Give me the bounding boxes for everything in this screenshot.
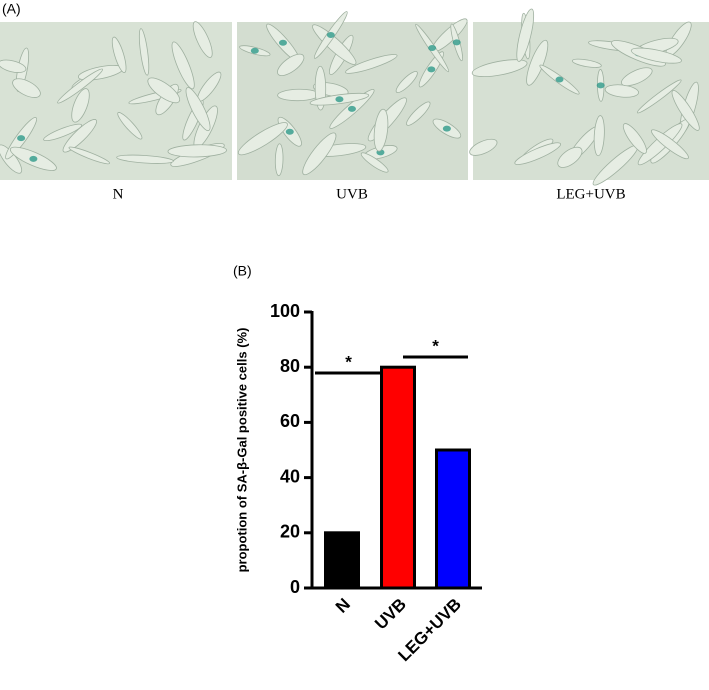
stain — [428, 44, 437, 51]
stain — [596, 82, 605, 89]
stain — [452, 39, 461, 46]
stain — [326, 31, 335, 38]
stain — [285, 128, 294, 135]
panel-label: (B) — [233, 263, 252, 279]
stain — [335, 96, 344, 103]
x-tick-label: N — [332, 595, 354, 617]
panel-label: (A) — [2, 1, 21, 17]
cell — [43, 123, 83, 142]
y-tick-label: 20 — [280, 522, 300, 542]
y-tick-label: 40 — [280, 466, 300, 486]
bar — [435, 448, 471, 590]
stain — [555, 76, 564, 83]
cell — [637, 123, 683, 166]
cell — [111, 36, 127, 74]
cell — [557, 146, 583, 168]
caption: UVB — [336, 186, 368, 202]
cell — [185, 87, 211, 132]
cell — [630, 47, 682, 64]
cell — [373, 108, 389, 152]
bar — [380, 365, 416, 590]
cell — [116, 154, 174, 164]
stain — [250, 47, 259, 54]
stain — [17, 135, 26, 142]
cell — [312, 24, 357, 65]
y-tick-label: 100 — [270, 301, 300, 321]
caption: LEG+UVB — [556, 186, 625, 202]
cell — [57, 68, 103, 104]
micrographs — [0, 8, 709, 186]
stain — [278, 39, 287, 46]
y-tick-label: 0 — [290, 577, 300, 597]
cell — [469, 138, 498, 156]
cell — [302, 132, 337, 176]
x-tick-label: UVB — [371, 595, 410, 634]
cell — [360, 152, 389, 173]
stain — [29, 155, 38, 162]
cell — [68, 146, 111, 165]
cell — [62, 119, 97, 153]
cell — [192, 21, 213, 58]
cell — [516, 8, 535, 62]
cell — [571, 58, 602, 68]
cell — [345, 54, 398, 74]
stain — [427, 66, 436, 73]
cell — [622, 123, 647, 154]
y-tick-label: 80 — [280, 356, 300, 376]
cell — [277, 53, 305, 76]
caption: N — [113, 186, 124, 202]
cell — [395, 71, 418, 94]
cell — [593, 115, 605, 157]
cell — [406, 101, 431, 126]
cell — [138, 28, 150, 76]
significance-mark: * — [432, 336, 439, 355]
cell — [12, 78, 41, 98]
cell — [171, 41, 195, 90]
cell — [526, 39, 549, 86]
cell — [514, 142, 562, 165]
y-axis-label: propotion of SA-β-Gal positive cells (%) — [234, 328, 249, 573]
stain — [347, 105, 356, 112]
cell — [167, 144, 227, 158]
cell — [0, 59, 27, 73]
cell — [636, 79, 682, 114]
cell — [237, 122, 288, 156]
cell — [471, 59, 528, 78]
bar — [324, 531, 360, 590]
cell — [274, 143, 284, 177]
cell — [651, 129, 689, 160]
cell — [621, 67, 653, 87]
cell — [71, 88, 90, 123]
cell — [671, 90, 700, 131]
y-tick-label: 60 — [280, 411, 300, 431]
stain — [442, 125, 451, 132]
significance-mark: * — [345, 352, 352, 371]
cell — [147, 77, 181, 104]
cell — [117, 112, 143, 140]
